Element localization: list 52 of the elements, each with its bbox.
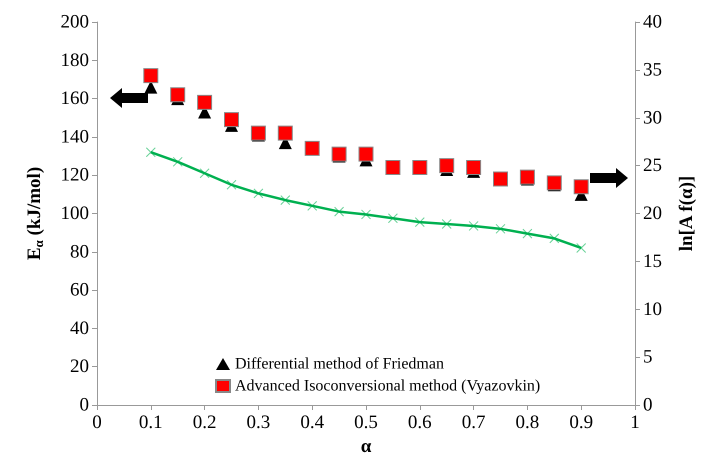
x-tick-label: 1 xyxy=(630,412,640,433)
point xyxy=(439,158,454,174)
y2-tick-label: 20 xyxy=(643,203,662,224)
y-tick-label: 200 xyxy=(60,12,89,32)
point xyxy=(278,126,293,141)
point xyxy=(520,170,535,185)
x-tick-label: 0.4 xyxy=(300,412,325,433)
point xyxy=(574,179,589,194)
legend-label: Differential method of Friedman xyxy=(235,356,444,372)
x-tick-label: 0.7 xyxy=(462,412,486,433)
y-tick-label: 20 xyxy=(70,356,89,378)
y2-tick-label: 30 xyxy=(643,107,662,128)
y-tick-label: 120 xyxy=(60,164,89,186)
y-axis-title: Eα (kJ/mol) xyxy=(24,166,46,260)
y-tick-label: 160 xyxy=(60,88,89,110)
y2-tick-label: 0 xyxy=(643,394,652,416)
point xyxy=(385,160,400,176)
point xyxy=(170,87,186,102)
point xyxy=(412,160,428,176)
x-tick-label: 0.1 xyxy=(138,412,163,433)
legend-label: Advanced Isoconversional method (Vyazovkin) xyxy=(235,378,540,394)
y2-tick-label: 25 xyxy=(643,155,662,176)
point xyxy=(332,146,347,162)
x-tick-label: 0.6 xyxy=(408,412,432,433)
point xyxy=(143,68,158,84)
y2-tick-label: 35 xyxy=(643,59,662,80)
x-tick-label: 0.5 xyxy=(354,412,378,433)
point xyxy=(224,112,239,128)
point xyxy=(197,94,212,110)
y2-axis-title: ln[A f(α)] xyxy=(676,176,697,252)
point xyxy=(546,175,562,190)
y-tick-label: 80 xyxy=(70,241,89,262)
x-tick-label: 0.9 xyxy=(569,412,594,433)
point xyxy=(466,160,482,176)
y-tick-label: 0 xyxy=(80,394,89,416)
point xyxy=(358,146,374,162)
y2-tick-label: 10 xyxy=(643,298,662,320)
y-tick-label: 60 xyxy=(70,280,89,301)
y2-tick-label: 40 xyxy=(643,12,662,32)
x-tick-label: 0.2 xyxy=(192,412,216,433)
y2-tick-label: 15 xyxy=(643,250,662,272)
y-tick-label: 140 xyxy=(60,126,89,148)
y2-tick-label: 5 xyxy=(643,346,652,368)
x-axis-title: α xyxy=(360,436,372,457)
y-tick-label: 40 xyxy=(70,318,89,339)
x-tick-label: 0.8 xyxy=(516,412,540,433)
point xyxy=(304,140,320,156)
y-tick-label: 180 xyxy=(60,50,89,71)
y-tick-label: 100 xyxy=(60,203,89,224)
x-tick-label: 0 xyxy=(92,412,102,433)
x-tick-label: 0.3 xyxy=(246,412,270,433)
point xyxy=(493,172,508,187)
